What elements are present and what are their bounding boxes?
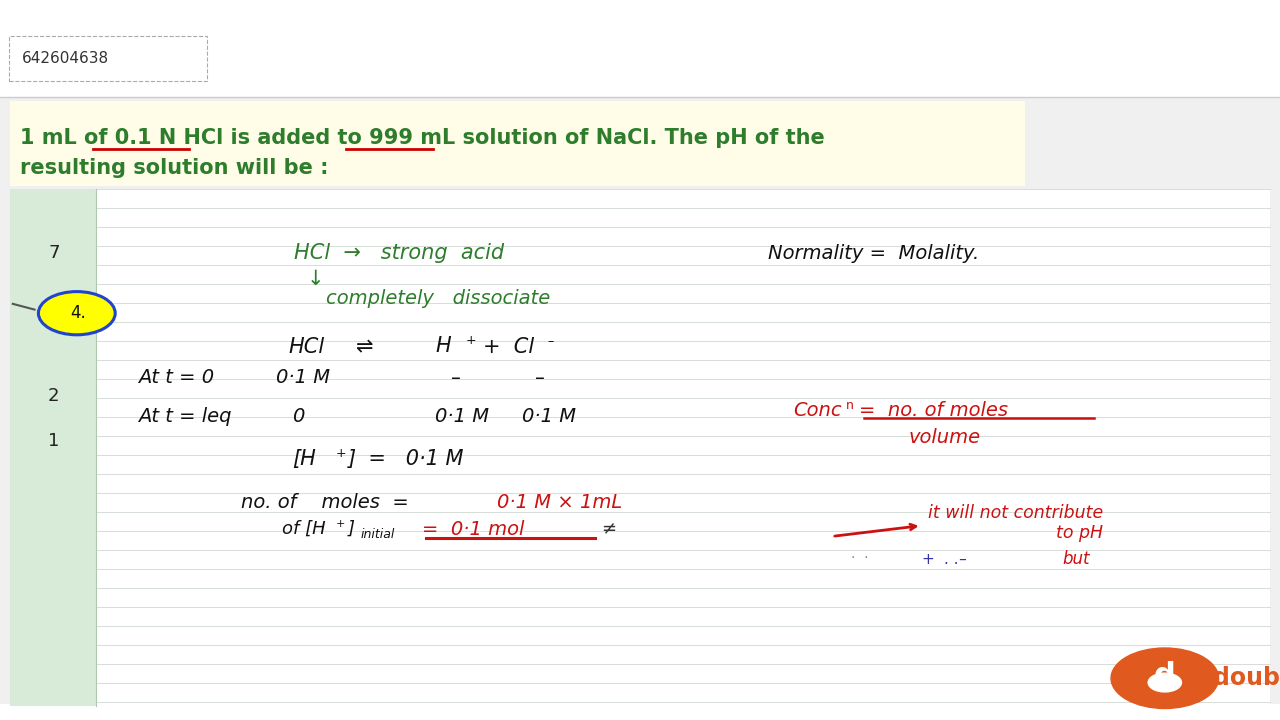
Text: –: – (535, 369, 545, 388)
Text: 2: 2 (49, 387, 59, 405)
Text: but: but (1062, 550, 1089, 569)
Circle shape (38, 292, 115, 335)
Text: d: d (1155, 661, 1175, 690)
Text: +  . .–: + . .– (922, 552, 966, 567)
Text: 0·1 M: 0·1 M (435, 407, 489, 426)
Text: ≠: ≠ (602, 520, 617, 539)
Text: of [H: of [H (282, 520, 325, 539)
Text: –: – (548, 335, 554, 348)
Text: H: H (435, 336, 451, 356)
Text: 0·1 M: 0·1 M (522, 407, 576, 426)
Text: –: – (451, 369, 461, 388)
Text: Normality =  Molality.: Normality = Molality. (768, 244, 979, 263)
Text: n: n (846, 399, 854, 412)
Text: [H: [H (292, 449, 316, 469)
Text: At t = 0: At t = 0 (138, 368, 214, 387)
Text: 7: 7 (49, 245, 59, 262)
Text: volume: volume (909, 428, 980, 447)
Text: it will not contribute: it will not contribute (928, 504, 1103, 521)
FancyBboxPatch shape (0, 0, 1280, 97)
Text: 0·1 M: 0·1 M (276, 368, 330, 387)
Text: 1 mL of 0.1 N HCl is added to 999 mL solution of NaCl. The pH of the: 1 mL of 0.1 N HCl is added to 999 mL sol… (20, 128, 826, 148)
Text: +: + (335, 447, 346, 460)
Text: 642604638: 642604638 (22, 51, 109, 66)
Circle shape (1111, 648, 1219, 708)
FancyBboxPatch shape (10, 189, 96, 706)
Text: =  no. of moles: = no. of moles (859, 401, 1007, 420)
Text: Conc: Conc (794, 401, 842, 420)
Text: ⇌: ⇌ (356, 337, 374, 357)
Text: +: + (335, 519, 344, 529)
Text: no. of    moles  =: no. of moles = (241, 493, 408, 512)
Text: ·  ·: · · (851, 551, 869, 565)
Text: to pH: to pH (1056, 524, 1103, 541)
FancyBboxPatch shape (0, 704, 1280, 720)
Text: 0: 0 (292, 407, 305, 426)
Text: =  0·1 mol: = 0·1 mol (422, 520, 525, 539)
Text: 1: 1 (49, 431, 59, 449)
Text: HCl: HCl (288, 337, 324, 357)
Text: ]  =   0·1 M: ] = 0·1 M (348, 449, 465, 469)
Circle shape (1148, 673, 1181, 692)
Text: ]: ] (348, 520, 355, 539)
Text: HCl  →   strong  acid: HCl → strong acid (294, 243, 504, 264)
FancyBboxPatch shape (10, 101, 1025, 186)
Text: 0·1 M × 1mL: 0·1 M × 1mL (497, 493, 622, 512)
Text: initial: initial (361, 528, 396, 541)
Text: resulting solution will be :: resulting solution will be : (20, 158, 329, 179)
Text: +  Cl: + Cl (483, 337, 534, 357)
Text: doubtnut: doubtnut (1213, 666, 1280, 690)
Text: At t = leq: At t = leq (138, 407, 232, 426)
Text: ↓: ↓ (307, 269, 325, 289)
Text: completely   dissociate: completely dissociate (326, 289, 550, 308)
FancyBboxPatch shape (9, 36, 207, 81)
Text: +: + (466, 334, 476, 347)
Text: 4.: 4. (70, 304, 86, 323)
FancyBboxPatch shape (10, 189, 1270, 706)
